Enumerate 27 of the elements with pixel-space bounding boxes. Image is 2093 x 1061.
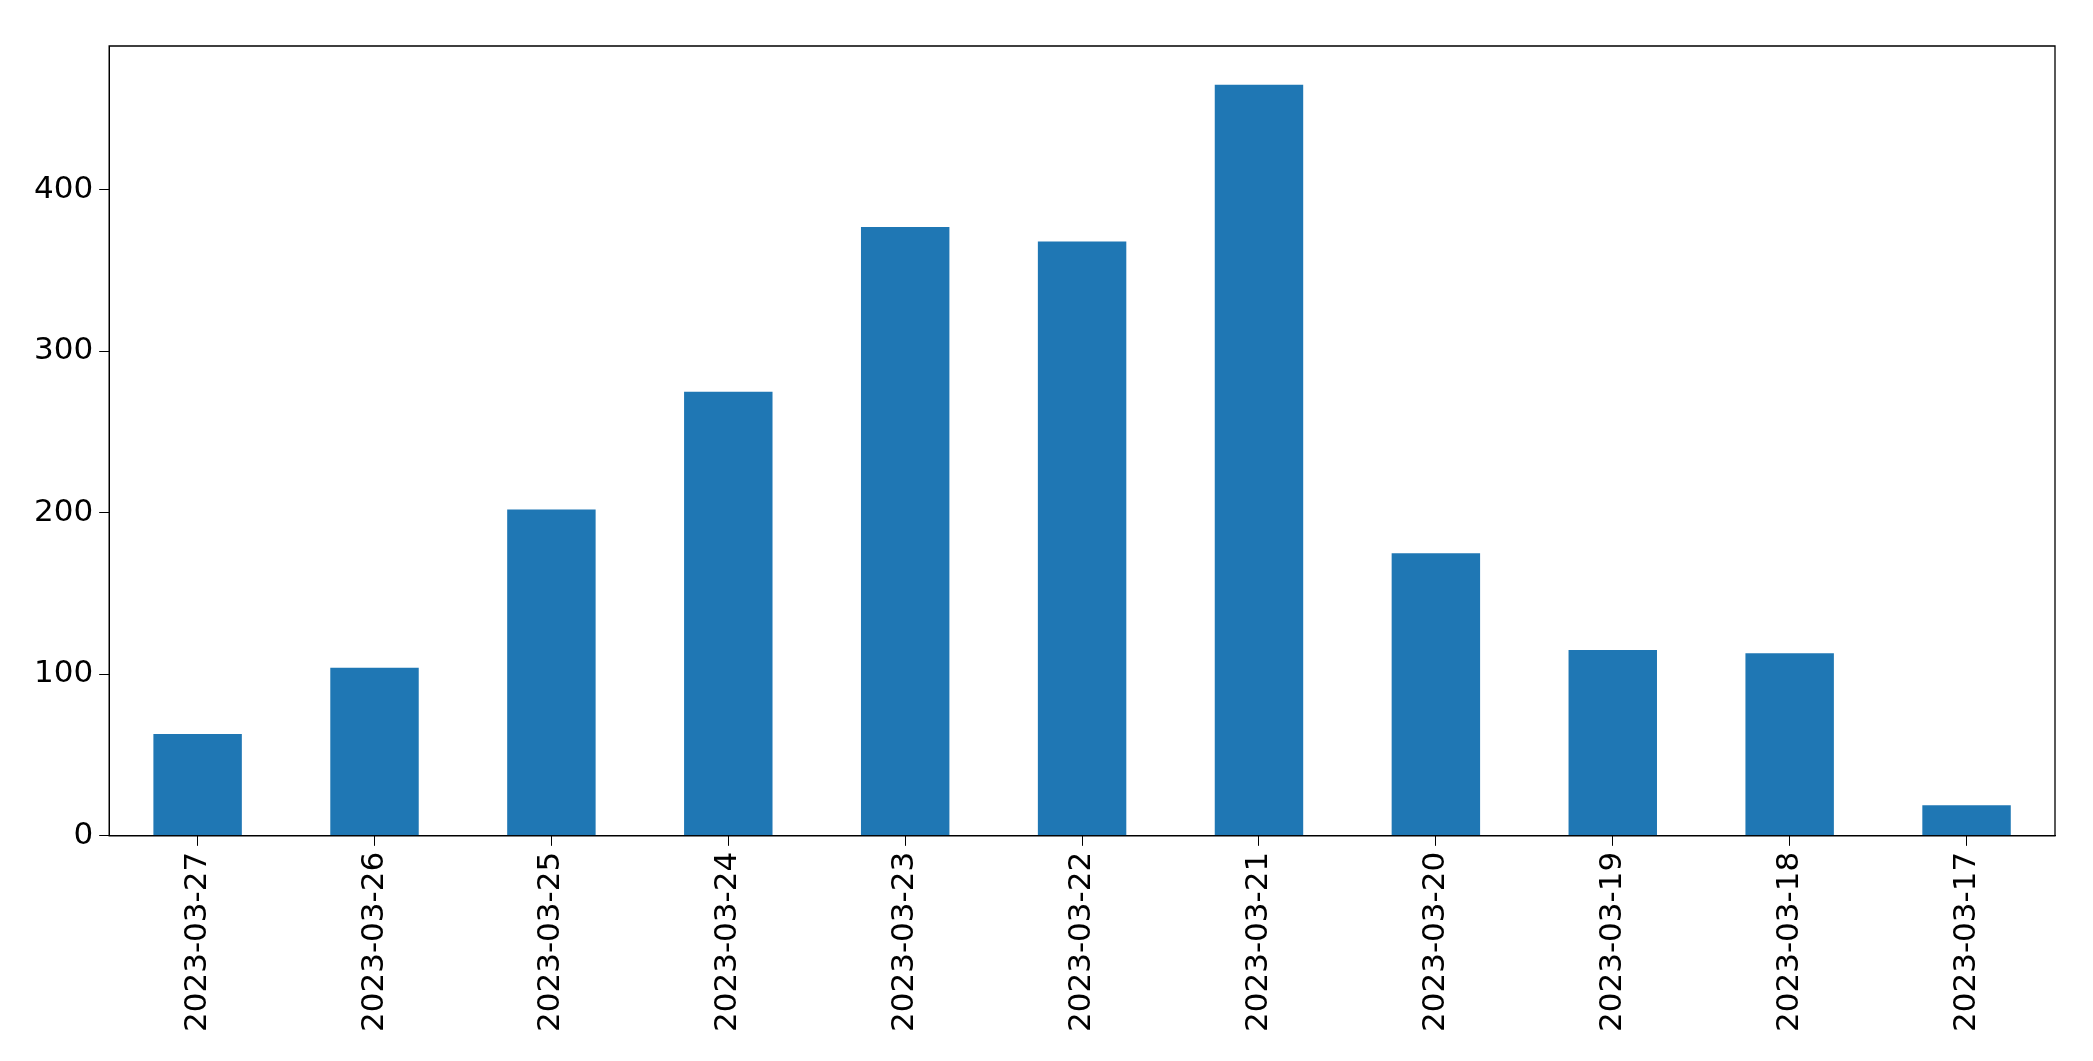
bar [153,734,242,836]
x-tick-label: 2023-03-22 [1061,851,1098,1033]
x-tick-label: 2023-03-21 [1238,851,1275,1033]
bar [1922,805,2011,836]
y-tick-label: 300 [34,330,94,367]
x-tick-label: 2023-03-24 [707,851,744,1033]
bar [860,226,950,836]
x-tick-label: 2023-03-19 [1591,851,1628,1033]
x-tick-label: 2023-03-27 [176,851,213,1033]
bar [507,509,596,836]
bar [1745,653,1834,836]
x-tick-label: 2023-03-23 [884,851,921,1033]
x-tick-label: 2023-03-26 [353,851,390,1033]
bar [330,667,419,836]
y-tick-label: 400 [34,168,94,205]
x-tick-label: 2023-03-17 [1945,851,1982,1033]
x-tick-label: 2023-03-25 [530,851,567,1033]
y-tick-label: 200 [34,491,94,528]
bar [1391,553,1481,836]
bar [1568,650,1657,836]
bar [1214,84,1304,836]
bar [684,391,773,836]
bar [1037,241,1127,836]
y-tick-label: 100 [34,653,94,690]
x-tick-label: 2023-03-20 [1414,851,1451,1033]
y-tick-label: 0 [73,814,94,851]
x-tick-label: 2023-03-18 [1768,851,1805,1033]
